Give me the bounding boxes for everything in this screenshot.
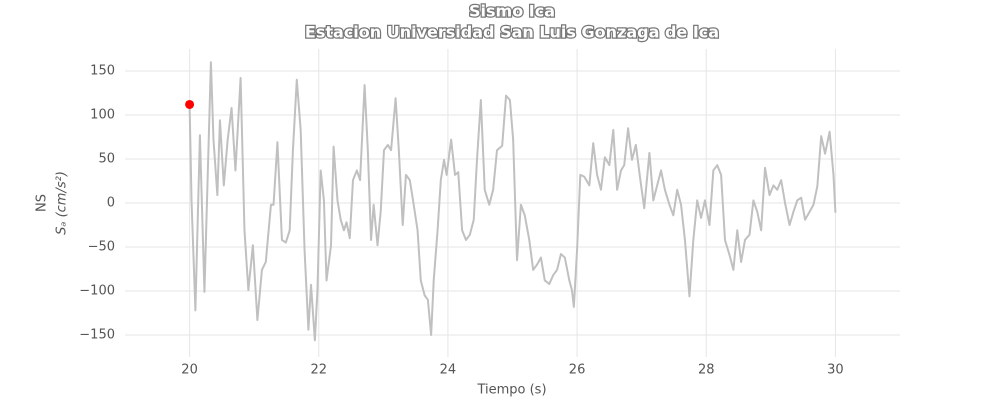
chart-subtitle: Estacion Universidad San Luis Gonzaga de… xyxy=(305,23,719,42)
y-tick-label: −100 xyxy=(79,284,115,299)
y-tick-label: 100 xyxy=(90,108,115,123)
y-tick-label: 50 xyxy=(98,152,115,167)
y-axis-label: NS xyxy=(35,194,50,212)
x-tick-label: 24 xyxy=(440,363,457,378)
x-axis-label: Tiempo (s) xyxy=(476,383,546,398)
y-tick-label: 150 xyxy=(90,64,115,79)
data-line xyxy=(188,61,837,342)
y-axis-label: Sₐ (cm/s²) xyxy=(55,171,70,235)
y-tick-label: −50 xyxy=(88,240,115,255)
x-tick-label: 20 xyxy=(181,363,198,378)
chart-title: Sismo Ica xyxy=(469,2,555,21)
marker xyxy=(185,99,195,109)
x-tick-label: 30 xyxy=(827,363,844,378)
x-tick-label: 22 xyxy=(310,363,327,378)
x-tick-label: 26 xyxy=(569,363,586,378)
x-tick-label: 28 xyxy=(698,363,715,378)
y-tick-label: −150 xyxy=(79,328,115,343)
y-tick-label: 0 xyxy=(107,196,115,211)
